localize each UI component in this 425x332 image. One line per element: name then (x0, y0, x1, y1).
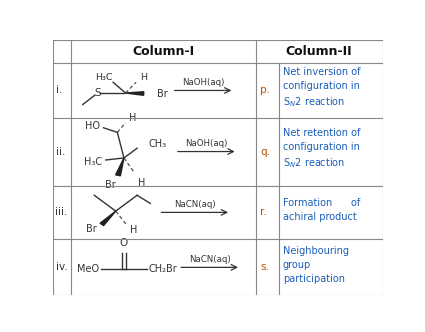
Text: H₃C: H₃C (96, 73, 113, 82)
Text: iii.: iii. (55, 208, 67, 217)
Text: r.: r. (260, 208, 267, 217)
Text: Net retention of
configuration in
S$_N$2 reaction: Net retention of configuration in S$_N$2… (283, 128, 360, 170)
Text: CH₃: CH₃ (149, 139, 167, 149)
Text: H: H (140, 73, 147, 82)
Polygon shape (116, 158, 124, 176)
Text: Br: Br (105, 181, 116, 191)
Text: NaOH(aq): NaOH(aq) (185, 139, 227, 148)
Text: S: S (94, 88, 101, 98)
Polygon shape (100, 211, 116, 225)
Text: H: H (130, 113, 137, 123)
Text: ii.: ii. (57, 146, 66, 157)
Text: Formation      of
achiral product: Formation of achiral product (283, 198, 360, 222)
Text: i.: i. (57, 85, 63, 96)
Text: HO: HO (85, 121, 100, 131)
Text: Br: Br (85, 224, 96, 234)
Text: H: H (139, 178, 146, 188)
Text: NaOH(aq): NaOH(aq) (182, 78, 224, 87)
Text: Net inversion of
configuration in
S$_N$2 reaction: Net inversion of configuration in S$_N$2… (283, 67, 360, 109)
Text: iv.: iv. (57, 262, 68, 272)
Text: MeO: MeO (77, 264, 99, 274)
Text: H₃C: H₃C (84, 157, 102, 167)
Text: Column-II: Column-II (286, 45, 352, 58)
Text: q.: q. (260, 146, 270, 157)
Text: Neighbouring
group
participation: Neighbouring group participation (283, 246, 348, 284)
Text: s.: s. (260, 262, 269, 272)
Text: p.: p. (260, 85, 270, 96)
Polygon shape (126, 92, 144, 95)
Text: H: H (130, 224, 138, 234)
Text: Br: Br (157, 89, 167, 99)
Text: NaCN(aq): NaCN(aq) (174, 200, 215, 209)
Text: CH₂Br: CH₂Br (149, 264, 177, 274)
Text: NaCN(aq): NaCN(aq) (189, 255, 230, 264)
Text: Column-I: Column-I (133, 45, 195, 58)
Text: O: O (120, 238, 128, 248)
